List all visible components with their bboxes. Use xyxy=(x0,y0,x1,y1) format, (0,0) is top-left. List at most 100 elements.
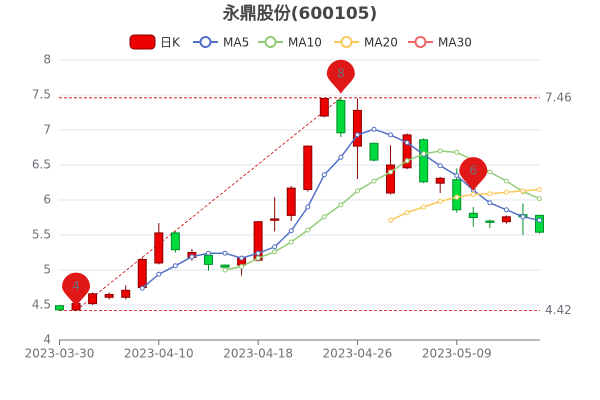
ma-point xyxy=(239,264,245,269)
x-tick-label: 2023-05-09 xyxy=(422,347,492,361)
ma-point xyxy=(454,173,460,178)
ma-point xyxy=(503,178,509,184)
mark-line-label: 4.42 xyxy=(545,303,572,317)
candle-body xyxy=(170,232,180,251)
ma-point xyxy=(437,163,443,169)
ma-point xyxy=(239,255,245,261)
ma-point xyxy=(421,151,427,157)
ma-point xyxy=(255,255,261,261)
candle-body xyxy=(88,293,98,305)
ma-point xyxy=(454,149,460,155)
candle-body xyxy=(286,187,296,216)
y-tick-label: 8 xyxy=(43,53,51,67)
legend-icon xyxy=(199,36,212,48)
markpoint-pin xyxy=(459,157,488,192)
candle-body xyxy=(435,177,445,184)
ma-point xyxy=(172,263,178,269)
ma-point xyxy=(288,228,294,234)
ma-point xyxy=(520,214,526,220)
candle-body xyxy=(154,232,164,264)
ma-point xyxy=(404,210,410,216)
candle-body xyxy=(369,142,379,161)
ma-point xyxy=(537,187,542,192)
candle-body xyxy=(319,98,329,117)
ma-point xyxy=(487,191,493,197)
candle-body xyxy=(137,259,147,288)
candle-body xyxy=(121,289,131,298)
ma-point xyxy=(222,250,228,256)
ma-point xyxy=(421,204,427,210)
candle-body xyxy=(485,220,495,223)
candle-body xyxy=(55,305,64,311)
ma-point xyxy=(338,154,344,160)
ma-point xyxy=(305,204,311,210)
candle-body xyxy=(203,254,213,265)
ma-point xyxy=(470,191,476,197)
legend-icon xyxy=(340,36,353,48)
chart-title: 永鼎股份(600105) xyxy=(222,3,378,24)
candle-body xyxy=(220,264,230,268)
ma-point xyxy=(321,214,327,220)
candle-body xyxy=(270,218,280,221)
ma-point xyxy=(487,200,493,206)
y-tick-label: 4.5 xyxy=(32,298,51,312)
ma-point xyxy=(503,207,509,213)
ma-point xyxy=(404,158,410,164)
ma-point xyxy=(487,169,493,175)
x-tick-label: 2023-04-26 xyxy=(323,347,393,361)
ma-point xyxy=(288,239,294,245)
ma-point xyxy=(503,189,509,195)
ma-point xyxy=(437,198,443,204)
y-tick-label: 5 xyxy=(43,263,51,277)
ma-point xyxy=(371,178,377,184)
ma-point xyxy=(520,188,526,194)
y-tick-label: 7 xyxy=(43,123,51,137)
ma-point xyxy=(454,194,460,200)
y-tick-label: 4 xyxy=(43,333,51,347)
ma-point xyxy=(222,267,228,273)
candle-body xyxy=(303,145,313,191)
candle-body xyxy=(501,216,511,223)
ma-point xyxy=(272,249,278,255)
ma-point xyxy=(388,217,394,223)
ma-point xyxy=(189,254,195,260)
legend-label: MA5 xyxy=(223,36,249,50)
y-tick-label: 6.5 xyxy=(32,158,51,172)
y-tick-label: 6 xyxy=(43,193,51,207)
mark-line-label: 7.46 xyxy=(545,90,572,104)
legend-label: MA20 xyxy=(364,36,398,50)
candle-body xyxy=(386,164,396,194)
candle-body xyxy=(535,214,544,233)
legend-icon xyxy=(414,36,427,48)
ma-point xyxy=(354,132,360,138)
markpoint-pin xyxy=(62,272,91,307)
ma-point xyxy=(156,271,162,277)
x-tick-label: 2023-04-10 xyxy=(124,347,194,361)
candle-body xyxy=(468,212,478,219)
ma-point xyxy=(437,148,443,154)
candle-body xyxy=(104,294,114,298)
ma-point xyxy=(537,217,542,223)
ma-point xyxy=(388,132,394,138)
y-tick-label: 7.5 xyxy=(32,88,51,102)
legend-label: MA30 xyxy=(438,36,472,50)
ma-line xyxy=(390,188,540,221)
ma-point xyxy=(321,172,327,178)
candle-body xyxy=(352,109,362,147)
ma-point xyxy=(388,169,394,175)
markpoint-label: 4 xyxy=(72,279,80,293)
markpoint-label: 8 xyxy=(337,66,345,80)
ma-point xyxy=(205,250,211,256)
ma-point xyxy=(354,188,360,194)
legend-icon xyxy=(264,36,277,48)
ma-line xyxy=(141,128,540,289)
ma-point xyxy=(272,244,278,250)
ma-point xyxy=(255,250,261,256)
x-tick-label: 2023-04-18 xyxy=(223,347,293,361)
x-tick-label: 2023-03-30 xyxy=(25,347,95,361)
ma-line xyxy=(224,150,540,271)
ma-point xyxy=(139,285,145,291)
candle-body xyxy=(336,100,346,134)
candle-body xyxy=(402,134,412,169)
